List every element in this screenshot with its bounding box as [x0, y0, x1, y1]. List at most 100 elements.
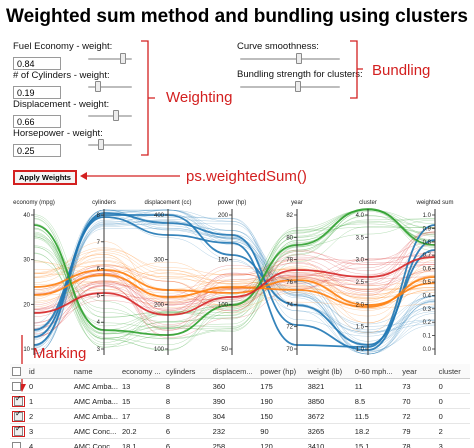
- cylinders-weight-label: # of Cylinders - weight:: [13, 70, 110, 81]
- select-column-header[interactable]: [10, 364, 27, 379]
- table-row[interactable]: 4 AMC Conc... 18.1 6 258 120 3410 15.1 78 3: [10, 438, 470, 448]
- table-cell: 11.5: [352, 408, 401, 424]
- apply-arrowhead: [80, 172, 87, 180]
- fuel-economy-weight-slider[interactable]: [88, 52, 132, 66]
- row-checkbox[interactable]: [14, 425, 23, 436]
- background-polyline: [33, 242, 436, 315]
- row-select-cell[interactable]: [10, 438, 27, 448]
- fuel-economy-weight-input[interactable]: 0.84: [13, 57, 61, 70]
- bundling-strength-slider[interactable]: [240, 80, 340, 94]
- table-cell: 90: [258, 423, 306, 439]
- tick-label: 74: [286, 302, 293, 308]
- horsepower-weight-input[interactable]: 0.25: [13, 144, 61, 157]
- row-checkbox[interactable]: [12, 441, 21, 448]
- row-checkbox[interactable]: [14, 395, 23, 406]
- column-header[interactable]: name: [71, 364, 120, 379]
- row-mark: [12, 410, 25, 422]
- cylinders-weight-input[interactable]: 0.19: [13, 86, 61, 99]
- tick-label: 76: [286, 280, 293, 286]
- table-cell: 78: [400, 438, 437, 448]
- table-cell: 360: [210, 378, 259, 394]
- column-header[interactable]: cluster: [436, 364, 470, 379]
- data-table[interactable]: id name economy ... cylinders displacem.…: [10, 364, 470, 448]
- slider-track: [88, 144, 132, 146]
- horsepower-weight-label: Horsepower - weight:: [13, 128, 103, 139]
- select-all-checkbox[interactable]: [12, 366, 21, 376]
- table-cell: 304: [210, 408, 259, 424]
- tick-label: 78: [286, 258, 293, 264]
- row-mark: [12, 381, 21, 391]
- bundling-brace: [350, 40, 363, 99]
- row-select-cell[interactable]: [10, 423, 27, 439]
- tick-label: 2.0: [356, 302, 365, 308]
- column-header[interactable]: id: [27, 364, 72, 379]
- table-cell: 15.1: [352, 438, 401, 448]
- row-checkbox[interactable]: [12, 381, 21, 391]
- axes-group: economy (mpg)40302010cylinders876543disp…: [13, 200, 454, 355]
- tick-label: 150: [218, 258, 229, 264]
- horsepower-weight-slider[interactable]: [88, 138, 132, 152]
- tick-label: 1.0: [423, 213, 432, 219]
- column-header[interactable]: power (hp): [258, 364, 306, 379]
- axis-title: economy (mpg): [13, 200, 55, 206]
- displacement-weight-input[interactable]: 0.66: [13, 115, 61, 128]
- slider-track: [88, 115, 132, 117]
- tick-label: 0.0: [423, 347, 432, 353]
- slider-track: [240, 86, 340, 88]
- curve-smoothness-slider[interactable]: [240, 52, 340, 66]
- table-cell: 120: [258, 438, 306, 448]
- table-cell: 0: [27, 378, 72, 394]
- table-header-row: id name economy ... cylinders displacem.…: [10, 364, 470, 379]
- tick-label: 300: [154, 258, 165, 264]
- table-cell: 175: [258, 378, 306, 394]
- column-header[interactable]: displacem...: [210, 364, 259, 379]
- tick-label: 0.6: [423, 267, 432, 273]
- slider-thumb[interactable]: [95, 81, 101, 92]
- axis-title: weighted sum: [415, 200, 453, 206]
- background-polyline: [33, 272, 436, 329]
- table-cell: 1: [27, 393, 72, 409]
- table-cell: 3: [27, 423, 72, 439]
- table-cell: 150: [258, 408, 306, 424]
- table-cell: 17: [119, 408, 164, 424]
- table-row[interactable]: 0 AMC Amba... 13 8 360 175 3821 11 73 0: [10, 378, 470, 394]
- cylinders-weight-slider[interactable]: [88, 80, 132, 94]
- slider-track: [240, 58, 340, 60]
- parallel-coordinates-plot[interactable]: economy (mpg)40302010cylinders876543disp…: [0, 195, 474, 365]
- displacement-weight-slider[interactable]: [88, 109, 132, 123]
- tick-label: 0.1: [423, 334, 432, 340]
- column-header[interactable]: weight (lb): [305, 364, 353, 379]
- row-select-cell[interactable]: [10, 393, 27, 409]
- background-polyline: [33, 209, 436, 349]
- slider-thumb[interactable]: [296, 53, 302, 64]
- tick-label: 10: [23, 347, 30, 353]
- table-cell: 6: [163, 438, 211, 448]
- tick-label: 0.9: [423, 226, 432, 232]
- tick-label: 3.5: [356, 235, 365, 241]
- column-header[interactable]: 0-60 mph...: [352, 364, 401, 379]
- slider-thumb[interactable]: [295, 81, 301, 92]
- row-checkbox[interactable]: [14, 410, 23, 421]
- table-cell: 3265: [305, 423, 353, 439]
- row-select-cell[interactable]: [10, 378, 27, 394]
- table-cell: 232: [210, 423, 259, 439]
- column-header[interactable]: economy ...: [119, 364, 164, 379]
- bundling-annotation: Bundling: [372, 62, 431, 79]
- slider-track: [88, 58, 132, 60]
- column-header[interactable]: year: [400, 364, 437, 379]
- slider-thumb[interactable]: [120, 53, 126, 64]
- apply-weights-button[interactable]: Apply Weights: [13, 170, 77, 185]
- bundling-strength-label: Bundling strength for clusters:: [237, 69, 363, 80]
- table-cell: 18.1: [119, 438, 164, 448]
- row-select-cell[interactable]: [10, 408, 27, 424]
- column-header[interactable]: cylinders: [163, 364, 211, 379]
- slider-thumb[interactable]: [113, 110, 119, 121]
- tick-label: 4.0: [356, 213, 365, 219]
- tick-label: 72: [286, 325, 293, 331]
- slider-thumb[interactable]: [98, 139, 104, 150]
- tick-label: 200: [154, 302, 165, 308]
- tick-label: 0.7: [423, 253, 432, 259]
